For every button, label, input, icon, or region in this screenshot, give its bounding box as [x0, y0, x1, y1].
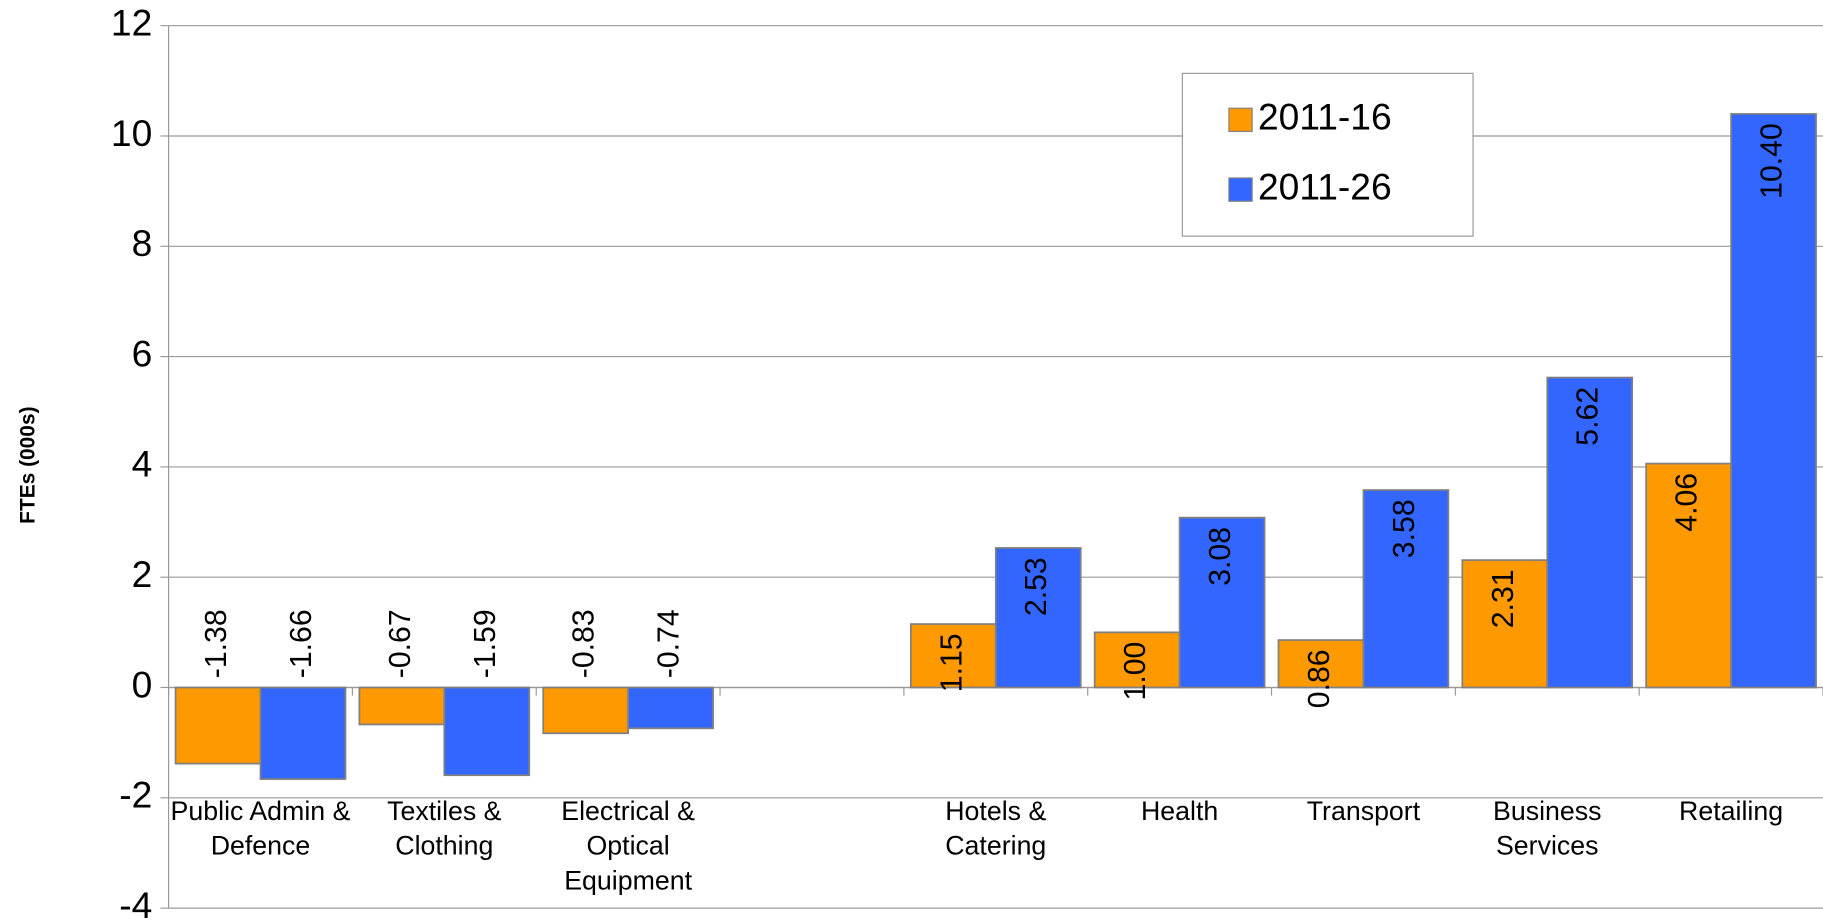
data-label: -0.67 — [384, 609, 417, 678]
data-label: -0.83 — [568, 609, 601, 678]
y-tick-label: 10 — [111, 112, 152, 154]
x-tick-label-box: Business Services — [1492, 795, 1602, 861]
y-tick-label: -4 — [119, 884, 152, 921]
bar — [1277, 639, 1365, 689]
bar — [443, 686, 531, 777]
y-tick-label: 8 — [132, 222, 153, 264]
bar — [542, 686, 630, 735]
bar — [174, 686, 262, 765]
x-tick-label: Textiles & Clothing — [387, 795, 502, 861]
y-tick-label: 12 — [111, 2, 152, 44]
data-label: 3.08 — [1204, 527, 1237, 586]
bar — [358, 686, 446, 726]
legend-label: 2011-26 — [1258, 165, 1392, 207]
legend-swatch — [1228, 107, 1253, 133]
legend-box — [1181, 72, 1474, 237]
data-label: 1.00 — [1119, 642, 1152, 701]
bar — [1093, 631, 1181, 689]
y-axis-title: FTEs (000s) — [17, 406, 40, 523]
data-label: 2.53 — [1020, 557, 1053, 616]
bar — [627, 686, 714, 730]
x-tick-label: Business Services — [1492, 795, 1602, 861]
data-label: 1.15 — [935, 633, 968, 692]
data-label: 2.31 — [1487, 569, 1520, 628]
x-tick-label-box: Electrical & Optical Equipment — [561, 795, 696, 896]
x-tick-label-box: Transport — [1306, 795, 1421, 826]
data-label: 3.58 — [1388, 499, 1421, 558]
y-tick-label: 2 — [132, 553, 153, 595]
legend: 2011-16 2011-26 — [1181, 72, 1474, 237]
bar — [1461, 559, 1549, 689]
data-label: -1.66 — [285, 609, 318, 678]
bar — [259, 686, 347, 780]
data-label: 10.40 — [1756, 123, 1789, 199]
y-tick-label: 6 — [132, 332, 153, 374]
data-label: 5.62 — [1572, 387, 1605, 446]
legend-swatch — [1228, 177, 1253, 202]
data-label: -0.74 — [653, 609, 686, 678]
bar — [1730, 113, 1817, 689]
bar — [1645, 462, 1732, 689]
x-tick-label-box: Textiles & Clothing — [387, 795, 502, 861]
y-tick-label: 4 — [132, 443, 153, 485]
x-tick-label: Retailing — [1679, 795, 1784, 826]
bar — [1178, 516, 1266, 689]
x-tick-label: Public Admin & Defence — [170, 795, 351, 861]
bar — [1362, 489, 1450, 689]
x-tick-label-box: Public Admin & Defence — [170, 795, 351, 861]
x-tick-label-box: Health — [1140, 795, 1219, 826]
data-label: -1.59 — [469, 609, 502, 678]
y-tick-label: -2 — [119, 774, 152, 816]
x-tick-label-box: Retailing — [1679, 795, 1784, 826]
x-tick-label: Electrical & Optical Equipment — [561, 795, 696, 896]
data-label: 4.06 — [1671, 473, 1704, 532]
bar — [1546, 376, 1634, 689]
data-label: -1.38 — [200, 609, 233, 678]
x-tick-label: Hotels & Catering — [945, 795, 1047, 861]
x-tick-label: Health — [1140, 795, 1219, 826]
data-label: 0.86 — [1303, 649, 1336, 708]
x-tick-label-box: Hotels & Catering — [945, 795, 1047, 861]
x-tick-label: Transport — [1306, 795, 1421, 826]
legend-label: 2011-16 — [1258, 96, 1392, 138]
bar — [994, 547, 1082, 689]
y-tick-label: 0 — [132, 663, 153, 705]
